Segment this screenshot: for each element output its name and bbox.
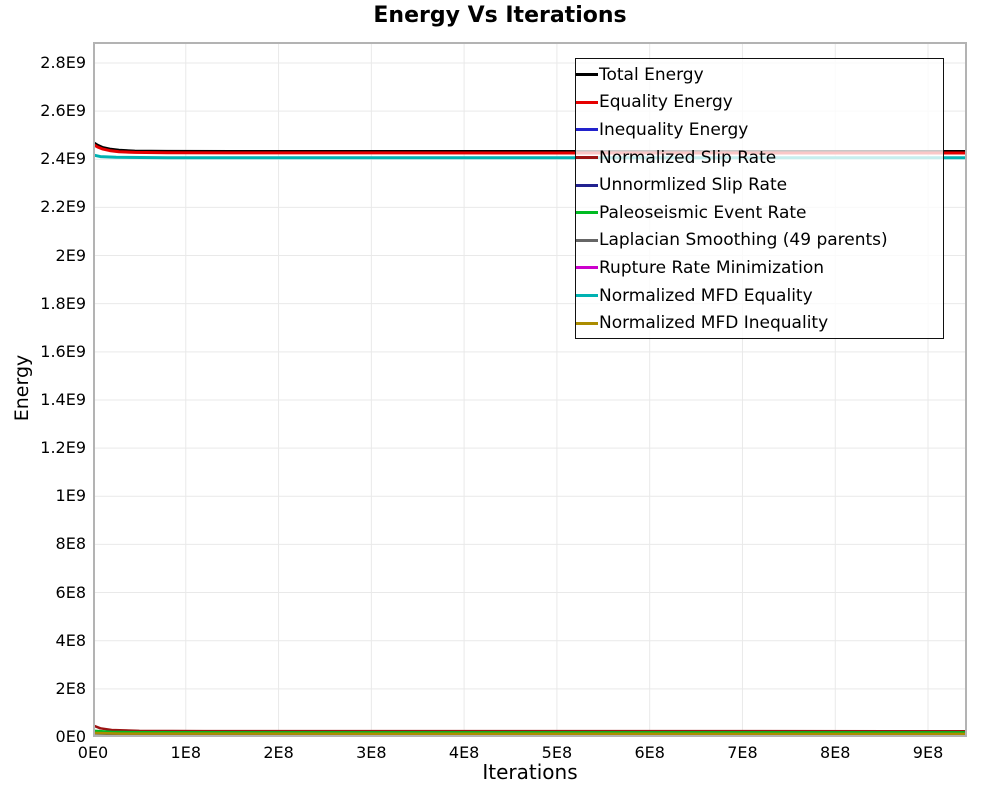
y-tick-label: 1.6E9 (40, 341, 86, 361)
series-line (93, 153, 967, 160)
y-tick-label: 1.8E9 (40, 293, 86, 313)
x-tick-label: 2E8 (263, 743, 294, 762)
legend-row: Equality Energy (576, 89, 943, 117)
y-tick-label: 2.2E9 (40, 197, 86, 217)
plot-border (93, 42, 967, 737)
x-tick-label: 0E0 (77, 743, 109, 762)
legend-row: Inequality Energy (576, 116, 943, 144)
y-tick-label: 2E9 (55, 245, 86, 265)
chart-title: Energy Vs Iterations (373, 3, 627, 28)
legend-swatch-icon (576, 183, 598, 187)
legend-row: Total Energy (576, 61, 943, 89)
legend-swatch-icon (576, 238, 598, 242)
legend-label: Rupture Rate Minimization (599, 257, 824, 278)
legend-label: Normalized MFD Inequality (599, 313, 829, 334)
y-axis-title: Energy (11, 354, 33, 422)
x-tick-label: 6E8 (634, 743, 665, 762)
legend-swatch-icon (576, 100, 598, 104)
y-tick-label: 2.4E9 (40, 149, 86, 169)
y-tick-label: 1.4E9 (40, 389, 86, 409)
legend-row: Normalized Slip Rate (576, 144, 943, 172)
y-tick-label: 2.8E9 (40, 52, 86, 72)
legend-swatch-icon (576, 156, 598, 160)
legend-row: Normalized MFD Equality (576, 282, 943, 310)
x-tick-label: 1E8 (170, 743, 202, 762)
legend-swatch-icon (576, 266, 598, 270)
y-tick-label: 2E8 (55, 678, 86, 698)
legend-label: Total Energy (599, 64, 704, 85)
legend-row: Unnormlized Slip Rate (576, 171, 943, 199)
legend-label: Paleoseismic Event Rate (599, 202, 807, 223)
legend-label: Inequality Energy (599, 119, 749, 140)
legend-swatch-icon (576, 128, 598, 132)
y-tick-label: 2.6E9 (40, 101, 86, 121)
y-tick-label: 0E0 (55, 727, 86, 746)
legend-row: Rupture Rate Minimization (576, 254, 943, 282)
legend-swatch-icon (576, 321, 598, 325)
series-line (93, 729, 967, 734)
y-tick-label: 8E8 (55, 534, 86, 554)
legend-row: Paleoseismic Event Rate (576, 199, 943, 227)
x-tick-label: 4E8 (448, 743, 480, 762)
legend-swatch-icon (576, 73, 598, 77)
x-axis-title: Iterations (482, 760, 578, 784)
legend-row: Laplacian Smoothing (49 parents) (576, 227, 943, 255)
legend: Total Energy Equality Energy Inequality En… (575, 58, 944, 339)
legend-label: Unnormlized Slip Rate (599, 175, 788, 196)
legend-row: Normalized MFD Inequality (576, 309, 943, 337)
y-tick-label: 1.2E9 (40, 438, 86, 458)
y-tick-label: 1E9 (55, 486, 86, 506)
x-tick-label: 7E8 (727, 743, 758, 762)
series-line (93, 724, 967, 733)
legend-swatch-icon (576, 211, 598, 215)
y-tick-label: 4E8 (55, 630, 86, 650)
y-tick-label: 6E8 (55, 582, 86, 602)
x-tick-label: 3E8 (356, 743, 387, 762)
series-line (93, 143, 967, 155)
series-line (93, 731, 967, 736)
x-tick-label: 5E8 (541, 743, 573, 762)
legend-label: Equality Energy (599, 92, 733, 113)
legend-swatch-icon (576, 294, 598, 298)
legend-label: Normalized MFD Equality (599, 285, 813, 306)
legend-label: Normalized Slip Rate (599, 147, 777, 168)
x-tick-label: 8E8 (820, 743, 851, 762)
x-tick-label: 9E8 (912, 743, 944, 762)
legend-label: Laplacian Smoothing (49 parents) (599, 230, 888, 251)
